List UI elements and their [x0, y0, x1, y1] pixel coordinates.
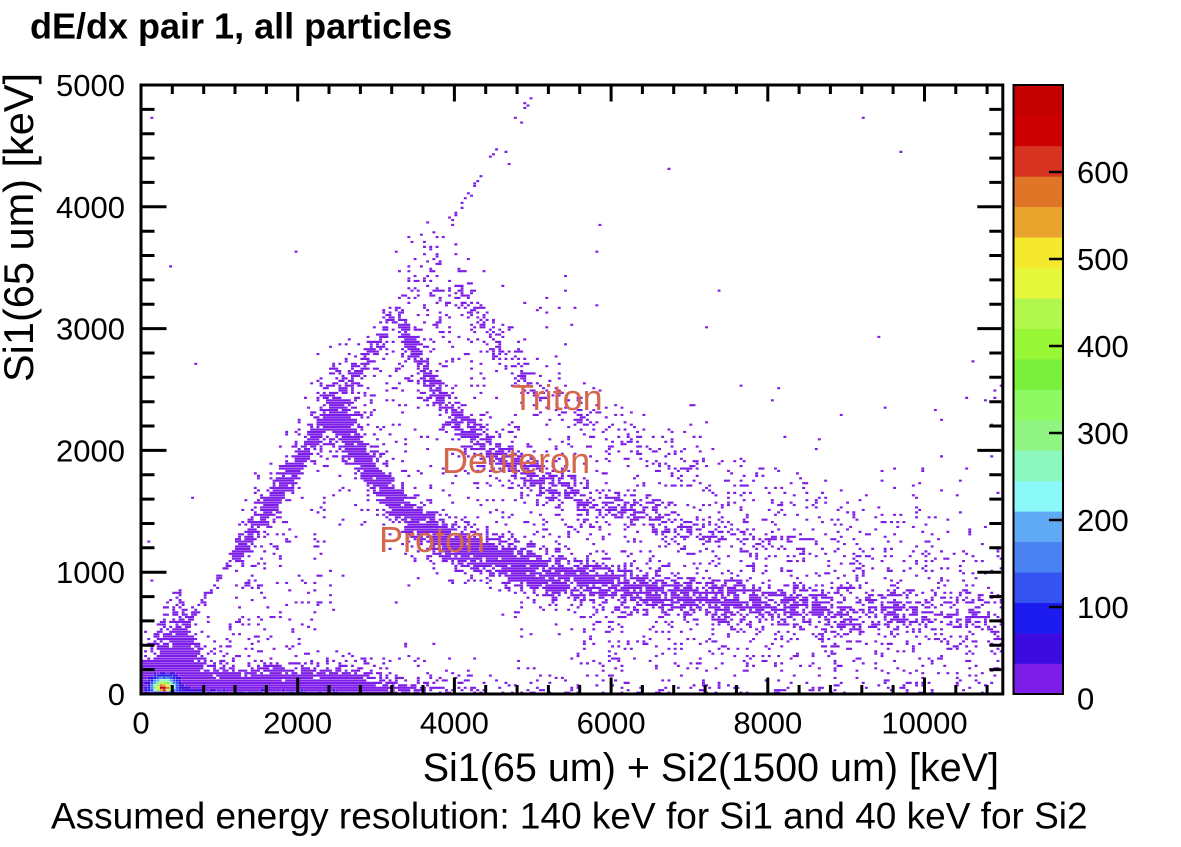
- svg-text:0: 0: [1077, 682, 1094, 717]
- svg-text:Deuteron: Deuteron: [442, 440, 590, 481]
- svg-text:0: 0: [108, 677, 125, 712]
- svg-text:2000: 2000: [263, 706, 332, 741]
- svg-text:4000: 4000: [420, 706, 489, 741]
- svg-text:200: 200: [1077, 503, 1129, 538]
- svg-text:Assumed energy resolution: 140: Assumed energy resolution: 140 keV for S…: [51, 796, 1088, 837]
- svg-text:Triton: Triton: [512, 377, 603, 418]
- svg-text:3000: 3000: [56, 312, 125, 347]
- svg-text:Si1(65 um) [keV]: Si1(65 um) [keV]: [0, 73, 42, 382]
- svg-text:1000: 1000: [56, 555, 125, 590]
- svg-text:dE/dx pair 1, all particles: dE/dx pair 1, all particles: [30, 6, 452, 47]
- svg-text:2000: 2000: [56, 433, 125, 468]
- svg-text:10000: 10000: [881, 706, 967, 741]
- svg-text:Proton: Proton: [379, 519, 485, 560]
- svg-text:300: 300: [1077, 416, 1129, 451]
- svg-text:600: 600: [1077, 155, 1129, 190]
- svg-text:4000: 4000: [56, 190, 125, 225]
- svg-text:5000: 5000: [56, 68, 125, 103]
- svg-text:400: 400: [1077, 329, 1129, 364]
- svg-text:500: 500: [1077, 242, 1129, 277]
- svg-text:100: 100: [1077, 590, 1129, 625]
- svg-text:0: 0: [132, 706, 149, 741]
- svg-text:Si1(65 um) + Si2(1500 um) [keV: Si1(65 um) + Si2(1500 um) [keV]: [423, 746, 999, 790]
- svg-text:8000: 8000: [733, 706, 802, 741]
- svg-text:6000: 6000: [577, 706, 646, 741]
